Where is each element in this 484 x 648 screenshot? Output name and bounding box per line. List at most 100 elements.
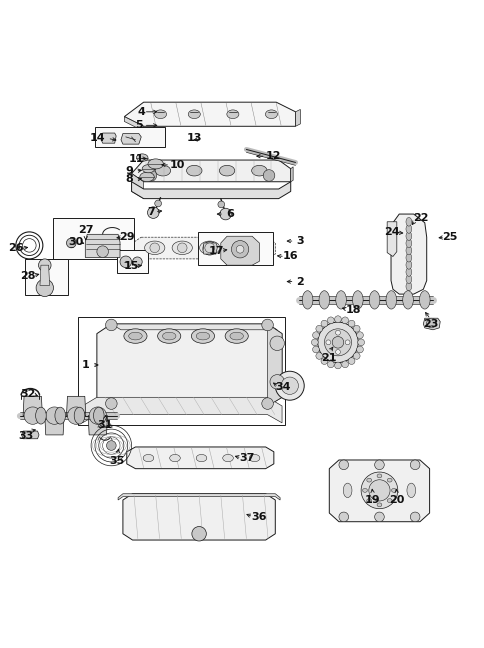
Circle shape xyxy=(356,332,363,338)
Polygon shape xyxy=(131,160,290,181)
Circle shape xyxy=(261,319,273,330)
Circle shape xyxy=(270,375,284,389)
Circle shape xyxy=(38,259,51,272)
Ellipse shape xyxy=(318,291,329,309)
Circle shape xyxy=(36,279,53,297)
Circle shape xyxy=(353,353,359,359)
Text: 15: 15 xyxy=(123,261,139,271)
Polygon shape xyxy=(290,167,292,181)
Circle shape xyxy=(426,318,436,328)
Circle shape xyxy=(106,319,117,330)
Text: 29: 29 xyxy=(119,232,134,242)
Ellipse shape xyxy=(227,241,247,255)
Text: 27: 27 xyxy=(78,225,93,235)
Circle shape xyxy=(357,339,364,345)
Polygon shape xyxy=(131,174,143,199)
Circle shape xyxy=(275,371,303,400)
Ellipse shape xyxy=(362,489,367,492)
Ellipse shape xyxy=(188,110,200,119)
Circle shape xyxy=(327,361,333,367)
Ellipse shape xyxy=(219,165,234,176)
Circle shape xyxy=(219,208,231,220)
Text: 4: 4 xyxy=(137,107,145,117)
Bar xyxy=(25,259,68,295)
Polygon shape xyxy=(126,447,273,469)
Circle shape xyxy=(345,340,349,345)
Circle shape xyxy=(45,407,63,424)
Ellipse shape xyxy=(405,268,411,276)
Text: 3: 3 xyxy=(296,236,303,246)
Polygon shape xyxy=(121,133,141,144)
Text: 34: 34 xyxy=(275,382,290,391)
Ellipse shape xyxy=(419,291,429,309)
Circle shape xyxy=(320,358,327,364)
Text: 11: 11 xyxy=(128,154,144,163)
Polygon shape xyxy=(202,243,217,254)
Ellipse shape xyxy=(376,474,381,478)
Ellipse shape xyxy=(386,478,391,482)
Ellipse shape xyxy=(196,454,206,461)
Circle shape xyxy=(270,336,284,351)
Text: 26: 26 xyxy=(8,243,24,253)
Circle shape xyxy=(348,320,354,327)
Polygon shape xyxy=(122,494,275,540)
Polygon shape xyxy=(23,397,42,415)
Text: 20: 20 xyxy=(388,495,404,505)
Polygon shape xyxy=(40,265,49,285)
Circle shape xyxy=(317,322,358,363)
Ellipse shape xyxy=(142,165,154,173)
Text: 23: 23 xyxy=(422,319,438,329)
Circle shape xyxy=(335,349,340,354)
Circle shape xyxy=(409,512,419,522)
Ellipse shape xyxy=(143,454,153,461)
Circle shape xyxy=(263,170,274,181)
Ellipse shape xyxy=(405,260,411,269)
Circle shape xyxy=(236,246,243,253)
Text: 32: 32 xyxy=(20,389,35,399)
Circle shape xyxy=(312,346,318,353)
Text: 18: 18 xyxy=(345,305,361,314)
Circle shape xyxy=(312,332,318,338)
Circle shape xyxy=(311,339,318,345)
Text: 33: 33 xyxy=(18,431,33,441)
Ellipse shape xyxy=(199,241,219,255)
Polygon shape xyxy=(82,397,282,423)
Ellipse shape xyxy=(405,246,411,255)
Polygon shape xyxy=(124,117,143,131)
Ellipse shape xyxy=(169,454,180,461)
Text: 10: 10 xyxy=(169,160,185,170)
Polygon shape xyxy=(88,415,107,435)
Circle shape xyxy=(120,256,131,268)
Text: 9: 9 xyxy=(125,166,133,176)
Text: 5: 5 xyxy=(135,121,142,130)
Circle shape xyxy=(334,316,341,323)
Polygon shape xyxy=(390,214,426,294)
Text: 19: 19 xyxy=(364,495,380,505)
Polygon shape xyxy=(132,237,275,259)
Text: 8: 8 xyxy=(125,174,133,184)
Ellipse shape xyxy=(405,275,411,284)
Circle shape xyxy=(338,460,348,470)
Ellipse shape xyxy=(225,329,248,343)
Circle shape xyxy=(106,441,116,450)
Circle shape xyxy=(281,377,298,395)
Ellipse shape xyxy=(406,483,415,498)
Circle shape xyxy=(374,460,383,470)
Ellipse shape xyxy=(55,407,65,424)
Ellipse shape xyxy=(74,407,85,424)
Ellipse shape xyxy=(366,478,371,482)
Ellipse shape xyxy=(405,253,411,262)
Polygon shape xyxy=(295,110,300,126)
Text: 24: 24 xyxy=(383,227,399,237)
Text: 28: 28 xyxy=(20,271,36,281)
Circle shape xyxy=(325,340,330,345)
Ellipse shape xyxy=(352,291,363,309)
Text: 13: 13 xyxy=(186,133,201,143)
Circle shape xyxy=(145,170,156,181)
Circle shape xyxy=(353,325,359,332)
Circle shape xyxy=(97,246,108,257)
Bar xyxy=(53,218,134,259)
Circle shape xyxy=(202,242,216,255)
Ellipse shape xyxy=(405,239,411,248)
Circle shape xyxy=(315,325,322,332)
